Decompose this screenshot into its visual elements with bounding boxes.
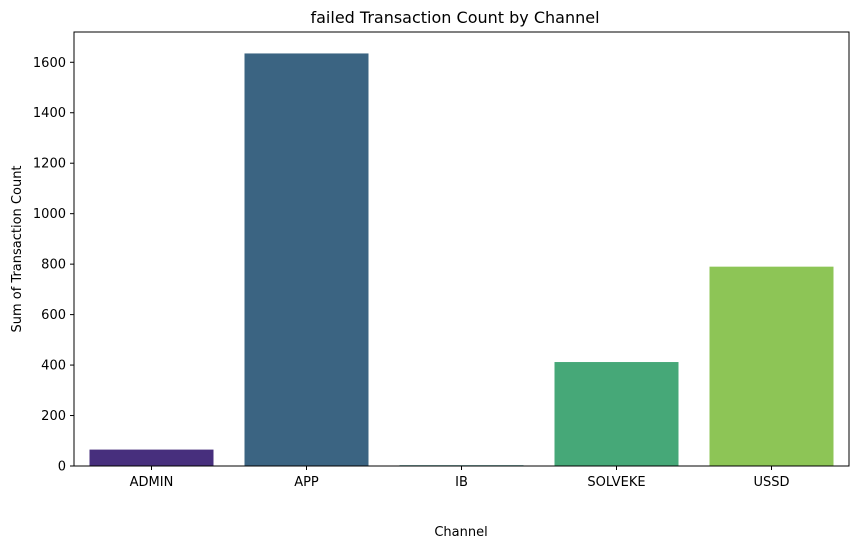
x-axis: ADMIN APP IB SOLVEKE USSD (130, 466, 790, 490)
x-tick-label: ADMIN (130, 475, 174, 490)
plot-frame (73, 31, 850, 467)
x-tick-label: IB (455, 475, 468, 490)
x-tick-label: APP (294, 475, 319, 490)
bars-group (89, 53, 834, 466)
x-tick-label: USSD (753, 475, 789, 490)
bar-solveke (554, 362, 679, 466)
y-tick-label: 400 (41, 359, 66, 374)
y-tick-label: 1600 (33, 56, 66, 71)
y-tick-label: 800 (41, 258, 66, 273)
y-tick-label: 1200 (33, 157, 66, 172)
bar-ussd (709, 266, 834, 466)
x-axis-label: Channel (434, 525, 487, 540)
bar-app (244, 53, 369, 466)
chart-title: failed Transaction Count by Channel (310, 8, 599, 27)
y-tick-label: 600 (41, 308, 66, 323)
y-tick-label: 0 (58, 460, 66, 475)
x-tick-label: SOLVEKE (587, 475, 645, 490)
bar-admin (89, 449, 214, 466)
y-tick-label: 200 (41, 409, 66, 424)
y-tick-label: 1000 (33, 207, 66, 222)
y-axis-label: Sum of Transaction Count (10, 165, 25, 332)
y-tick-label: 1400 (33, 106, 66, 121)
y-axis: 0 200 400 600 800 1000 1200 1400 1600 (33, 56, 74, 475)
